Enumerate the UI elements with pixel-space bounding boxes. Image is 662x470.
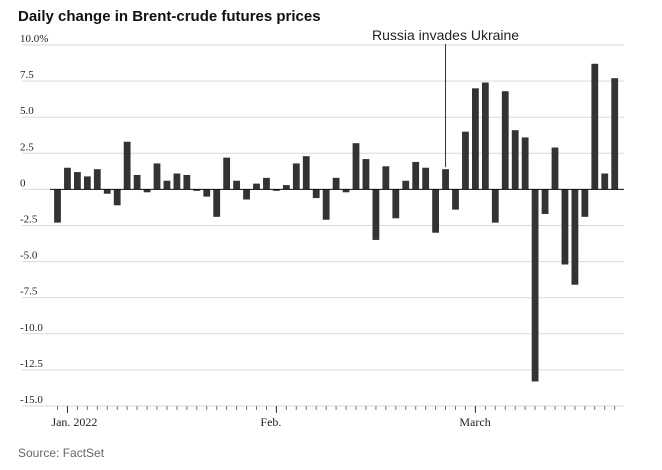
bar [163, 180, 171, 190]
bar [372, 189, 380, 240]
bar [551, 147, 559, 190]
bar [601, 173, 609, 190]
bar [342, 189, 350, 193]
bar [352, 143, 360, 190]
y-tick-label: 5.0 [20, 105, 34, 117]
bar [282, 185, 290, 190]
bar [193, 189, 201, 191]
bar [521, 137, 529, 190]
bar [412, 161, 420, 190]
y-tick-label: -5.0 [20, 250, 38, 262]
bar [481, 82, 489, 190]
x-tick-label: March [459, 415, 490, 429]
bar [432, 189, 439, 233]
bar [561, 189, 569, 265]
x-tick-label: Feb. [260, 415, 281, 429]
y-tick-label: -10.0 [20, 322, 43, 334]
bar [472, 88, 479, 190]
bar [312, 189, 320, 199]
bar [253, 183, 260, 190]
bar [183, 174, 191, 190]
y-tick-label: 10.0% [20, 33, 48, 45]
bar [173, 173, 181, 190]
annotation-label: Russia invades Ukraine [372, 27, 519, 43]
bar [243, 189, 250, 200]
bar [541, 189, 549, 214]
bar [273, 189, 280, 191]
y-tick-label: -2.5 [20, 214, 38, 226]
bar [233, 180, 240, 190]
bar [103, 189, 111, 194]
bar [611, 78, 619, 190]
bar [501, 91, 509, 190]
bar [322, 189, 330, 220]
bar [302, 156, 310, 190]
bar-chart: 10.0% 7.5 5.0 2.5 0 -2.5 -5.0 -7.5 -10.0 -12.5 -15… [20, 27, 624, 429]
chart-title: Daily change in Brent-crude futures pric… [18, 8, 321, 25]
bar [292, 163, 300, 190]
bar [213, 189, 221, 217]
bar [382, 166, 390, 190]
y-tick-label: 7.5 [20, 69, 34, 81]
bar [422, 167, 430, 190]
y-tick-label: 2.5 [20, 141, 34, 153]
bar [54, 189, 61, 223]
bar [74, 172, 81, 190]
x-tick-label: Jan. 2022 [51, 415, 97, 429]
bar [581, 189, 589, 217]
bar [491, 189, 499, 223]
bar [571, 189, 579, 285]
bar [531, 189, 539, 382]
bar [442, 169, 449, 190]
y-tick-label: -15.0 [20, 394, 43, 406]
y-tick-label: -12.5 [20, 358, 43, 370]
bar [332, 177, 340, 190]
bar [143, 189, 151, 193]
bar [591, 63, 599, 190]
y-tick-label: 0 [20, 177, 26, 189]
bar [402, 180, 410, 190]
source-note: Source: FactSet [18, 446, 105, 460]
bar [362, 159, 370, 190]
bar [83, 176, 91, 190]
y-tick-label: -7.5 [20, 286, 38, 298]
bar [223, 157, 231, 190]
bar [263, 177, 270, 190]
bar [93, 169, 101, 190]
bar [133, 174, 141, 190]
bar [153, 163, 161, 190]
bar [452, 189, 459, 210]
bar [64, 167, 71, 190]
bar [392, 189, 400, 219]
bar [462, 131, 469, 190]
bar [113, 189, 121, 206]
bar [203, 189, 211, 197]
bar [123, 141, 131, 190]
bar [511, 130, 519, 190]
